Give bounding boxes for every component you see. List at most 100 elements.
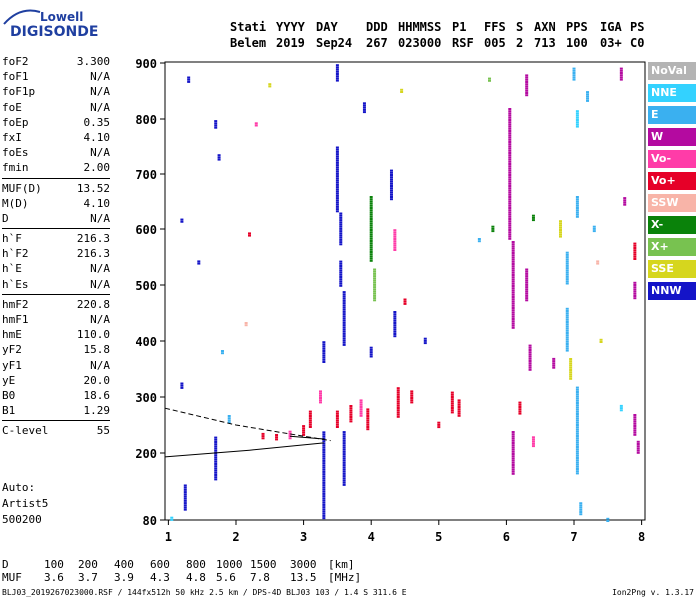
echo-mark bbox=[342, 479, 346, 482]
echo-mark bbox=[180, 386, 184, 389]
echo-mark bbox=[575, 112, 579, 115]
muf-value: 3.9 bbox=[114, 571, 134, 584]
echo-mark bbox=[558, 235, 562, 238]
param-key: fmin bbox=[2, 161, 29, 175]
echo-mark bbox=[575, 215, 579, 218]
echo-mark bbox=[339, 241, 343, 244]
echo-mark bbox=[511, 245, 515, 248]
echo-mark bbox=[335, 208, 339, 211]
echo-mark bbox=[339, 212, 343, 215]
echo-mark bbox=[339, 243, 343, 246]
header-value-9: 100 bbox=[566, 36, 588, 50]
echo-mark bbox=[342, 450, 346, 453]
echo-mark bbox=[528, 355, 532, 358]
echo-mark bbox=[450, 402, 454, 405]
echo-mark bbox=[508, 178, 512, 181]
echo-mark bbox=[565, 318, 569, 321]
legend-item-x: X- bbox=[648, 216, 696, 234]
echo-mark bbox=[183, 508, 187, 511]
echo-mark bbox=[457, 403, 461, 406]
echo-mark bbox=[393, 246, 397, 249]
distance-label: D bbox=[2, 558, 9, 571]
echo-mark bbox=[335, 79, 339, 82]
echo-mark bbox=[359, 412, 363, 415]
param-value: N/A bbox=[90, 70, 110, 84]
echo-mark bbox=[366, 421, 370, 424]
echo-mark bbox=[362, 104, 366, 107]
echo-mark bbox=[575, 386, 579, 389]
echo-mark bbox=[393, 330, 397, 333]
echo-mark bbox=[261, 437, 265, 440]
echo-mark bbox=[288, 437, 292, 440]
echo-mark bbox=[511, 466, 515, 469]
echo-mark bbox=[342, 453, 346, 456]
muf-value: 4.3 bbox=[150, 571, 170, 584]
echo-mark bbox=[569, 371, 573, 374]
echo-mark bbox=[633, 286, 637, 289]
param-key: B0 bbox=[2, 388, 16, 402]
echo-mark bbox=[552, 364, 556, 367]
echo-mark bbox=[322, 451, 326, 454]
echo-mark bbox=[508, 191, 512, 194]
echo-mark bbox=[457, 401, 461, 404]
echo-mark bbox=[511, 461, 515, 464]
echo-mark bbox=[322, 506, 326, 509]
echo-mark bbox=[393, 335, 397, 338]
echo-mark bbox=[369, 246, 373, 249]
param-key: MUF(D) bbox=[2, 181, 42, 195]
echo-mark bbox=[565, 312, 569, 315]
param-row: fxI 4.10 bbox=[2, 130, 110, 145]
echo-mark bbox=[623, 201, 627, 204]
echo-mark bbox=[528, 364, 532, 367]
echo-mark bbox=[511, 468, 515, 471]
echo-mark bbox=[322, 459, 326, 462]
echo-mark bbox=[575, 123, 579, 126]
echo-mark bbox=[369, 235, 373, 238]
echo-mark bbox=[217, 156, 221, 159]
echo-mark bbox=[393, 235, 397, 238]
echo-mark bbox=[633, 242, 637, 245]
echo-mark bbox=[308, 419, 312, 422]
echo-mark bbox=[261, 435, 265, 438]
echo-mark bbox=[318, 401, 322, 404]
echo-mark bbox=[565, 267, 569, 270]
echo-mark bbox=[373, 297, 377, 300]
echo-mark bbox=[579, 508, 583, 511]
echo-mark bbox=[511, 459, 515, 462]
echo-mark bbox=[339, 238, 343, 241]
echo-mark bbox=[508, 189, 512, 192]
echo-mark bbox=[214, 443, 218, 446]
echo-mark bbox=[508, 213, 512, 216]
echo-mark bbox=[217, 154, 221, 157]
echo-mark bbox=[369, 231, 373, 234]
echo-mark bbox=[569, 358, 573, 360]
echo-mark bbox=[575, 207, 579, 209]
echo-mark bbox=[575, 395, 579, 398]
echo-mark bbox=[525, 277, 529, 280]
echo-mark bbox=[335, 157, 339, 160]
header-label-1: YYYY bbox=[276, 20, 305, 34]
echo-mark bbox=[342, 326, 346, 329]
auto-version: 500200 bbox=[2, 513, 42, 526]
echo-mark bbox=[396, 404, 400, 407]
echo-mark bbox=[322, 501, 326, 504]
echo-mark bbox=[437, 426, 441, 429]
echo-mark bbox=[369, 218, 373, 220]
echo-mark bbox=[518, 406, 522, 408]
echo-mark bbox=[335, 188, 339, 191]
echo-mark bbox=[366, 428, 370, 431]
header-value-8: 713 bbox=[534, 36, 556, 50]
param-value: 2.00 bbox=[83, 161, 111, 175]
echo-mark bbox=[369, 211, 373, 214]
echo-mark bbox=[369, 196, 373, 198]
echo-mark bbox=[389, 169, 393, 172]
echo-mark bbox=[322, 497, 326, 500]
echo-mark bbox=[633, 297, 637, 300]
echo-mark bbox=[183, 506, 187, 509]
echo-mark bbox=[565, 329, 569, 332]
echo-mark bbox=[335, 410, 339, 413]
param-row: foEp 0.35 bbox=[2, 115, 110, 130]
param-value: 15.8 bbox=[83, 343, 111, 357]
echo-mark bbox=[565, 258, 569, 261]
echo-mark bbox=[393, 324, 397, 327]
